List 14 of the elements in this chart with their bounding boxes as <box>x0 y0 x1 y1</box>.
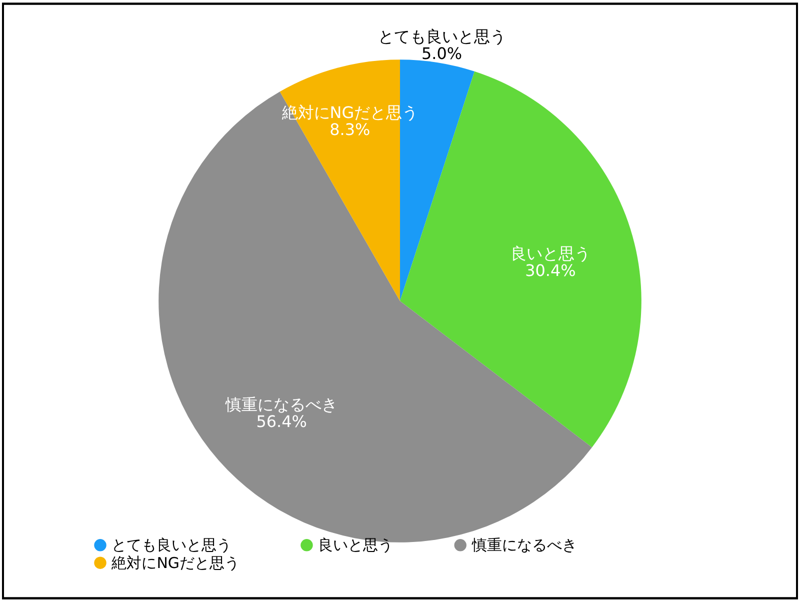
pie-slice <box>400 71 642 448</box>
data-label: 56.4% <box>256 412 307 431</box>
slice-label: 良いと思う <box>510 244 590 263</box>
legend-label: とても良いと思う <box>112 536 232 554</box>
pie-slice <box>280 60 400 301</box>
data-label: 8.3% <box>330 120 370 139</box>
legend-label: 絶対にNGだと思う <box>110 554 240 572</box>
pie-slice <box>400 60 475 301</box>
slice-label: 慎重になるべき <box>224 394 338 414</box>
slice-label: とても良いと思う <box>378 26 506 46</box>
legend-label: 良いと思う <box>318 536 394 554</box>
legend-label: 慎重になるべき <box>470 536 577 554</box>
data-label: 30.4% <box>525 260 576 280</box>
data-label: 5.0% <box>422 44 462 63</box>
